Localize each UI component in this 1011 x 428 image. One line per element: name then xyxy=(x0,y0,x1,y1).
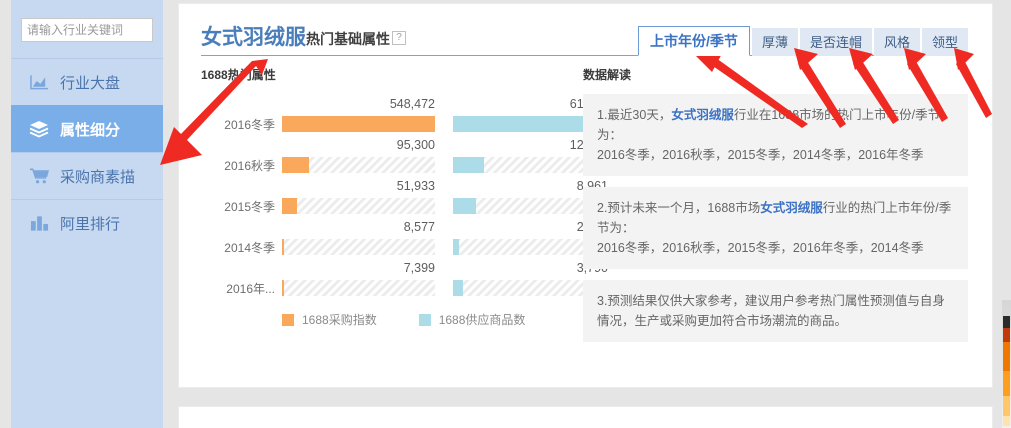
page-title: 女式羽绒服热门基础属性 xyxy=(201,21,390,51)
area-chart-icon xyxy=(28,72,50,92)
bar-track xyxy=(282,198,435,214)
note-lead: 1.最近30天， xyxy=(597,108,672,122)
legend-item-purchase-index: 1688采购指数 xyxy=(282,311,377,328)
sidebar-item-buyer-profile[interactable]: 采购商素描 xyxy=(11,152,163,199)
note-lead: 3.预测结果仅供大家参考，建议用户参考热门属性预测值与自身情况，生产或采购更加符… xyxy=(597,294,945,328)
row-label: 2015冬季 xyxy=(224,200,275,214)
note-keyword[interactable]: 女式羽绒服 xyxy=(671,108,734,122)
note-mid: 行业的热门上市年份/季节为： xyxy=(597,201,952,235)
bar-track xyxy=(453,280,608,296)
sidebar-item-label: 属性细分 xyxy=(60,121,121,139)
search-box[interactable] xyxy=(21,18,209,42)
note-keyword[interactable]: 女式羽绒服 xyxy=(760,201,823,215)
shopping-cart-icon xyxy=(28,166,50,186)
bar-track xyxy=(453,116,608,132)
legend-label: 1688采购指数 xyxy=(302,313,377,327)
layers-icon xyxy=(28,119,50,139)
title-divider xyxy=(201,55,970,56)
row-bars: 8,577 2,312 xyxy=(282,220,608,261)
sidebar-item-label: 行业大盘 xyxy=(60,74,121,92)
row-label: 2014冬季 xyxy=(224,241,275,255)
bar-value: 7,399 xyxy=(403,261,435,275)
chart-row: 2016年... 7,399 3,790 xyxy=(201,261,608,302)
bar-track xyxy=(282,157,435,173)
panel-header: 女式羽绒服热门基础属性 ? 上市年份/季节 厚薄 是否连帽 风格 领型 xyxy=(179,4,992,57)
chart-legend: 1688采购指数 1688供应商品数 xyxy=(282,311,571,328)
bar-fill xyxy=(282,198,297,214)
bar-value: 51,933 xyxy=(396,179,435,193)
bar-track xyxy=(453,198,608,214)
tab-collar-type[interactable]: 领型 xyxy=(921,28,968,56)
analysis-title: 数据解读 xyxy=(583,68,632,82)
bar-value: 8,577 xyxy=(403,220,435,234)
legend-label: 1688供应商品数 xyxy=(438,313,526,327)
page-title-keyword: 女式羽绒服 xyxy=(201,26,306,49)
tab-thickness[interactable]: 厚薄 xyxy=(751,28,798,56)
bar-fill xyxy=(453,198,476,214)
search-area xyxy=(11,0,209,58)
chart-row: 2016冬季 548,472 61,556 xyxy=(201,97,608,138)
tab-style[interactable]: 风格 xyxy=(873,28,920,56)
main-panel: 女式羽绒服热门基础属性 ? 上市年份/季节 厚薄 是否连帽 风格 领型 1688… xyxy=(178,3,993,388)
chart-row: 2014冬季 8,577 2,312 xyxy=(201,220,608,261)
tab-launch-year-season[interactable]: 上市年份/季节 xyxy=(638,26,750,56)
page-title-suffix: 热门基础属性 xyxy=(306,31,390,47)
chart-panel: 1688热门属性 2016冬季 548,472 61,556 xyxy=(201,66,608,328)
search-input[interactable] xyxy=(22,19,184,41)
row-label: 2016秋季 xyxy=(224,159,275,173)
note-tail: 2016冬季，2016秋季，2015冬季，2016年冬季，2014冬季 xyxy=(597,241,924,255)
bar-fill xyxy=(282,116,435,132)
row-bars: 548,472 61,556 xyxy=(282,97,608,138)
legend-item-supply-count: 1688供应商品数 xyxy=(418,311,526,328)
bar-value: 548,472 xyxy=(389,97,435,111)
legend-swatch xyxy=(282,313,294,326)
analysis-note: 1.最近30天，女式羽绒服行业在1688市场的热门上市年份/季节为： 2016冬… xyxy=(583,94,968,176)
tab-hooded[interactable]: 是否连帽 xyxy=(799,28,872,56)
bar-fill xyxy=(282,157,309,173)
secondary-panel xyxy=(178,406,993,428)
sidebar: 行业大盘 属性细分 采购商素描 xyxy=(11,0,209,428)
bar-fill xyxy=(282,239,285,255)
chart-title: 1688热门属性 xyxy=(201,68,276,82)
chart-row: 2016秋季 95,300 12,375 xyxy=(201,138,608,179)
bar-fill xyxy=(282,280,285,296)
bar-track xyxy=(282,116,435,132)
sidebar-item-label: 阿里排行 xyxy=(60,215,121,233)
tab-bar: 上市年份/季节 厚薄 是否连帽 风格 领型 xyxy=(638,26,970,56)
analysis-panel: 数据解读 1.最近30天，女式羽绒服行业在1688市场的热门上市年份/季节为： … xyxy=(583,66,968,342)
row-bars: 95,300 12,375 xyxy=(282,138,608,179)
note-tail: 2016冬季，2016秋季，2015冬季，2014冬季，2016年冬季 xyxy=(597,148,924,162)
scrollbar-thumb[interactable] xyxy=(1003,316,1010,426)
bar-fill xyxy=(453,116,608,132)
legend-swatch xyxy=(418,313,431,326)
row-bars: 51,933 8,961 xyxy=(282,179,608,220)
sidebar-item-label: 采购商素描 xyxy=(60,168,136,186)
sidebar-item-industry-overview[interactable]: 行业大盘 xyxy=(11,58,163,105)
analysis-note: 3.预测结果仅供大家参考，建议用户参考热门属性预测值与自身情况，生产或采购更加符… xyxy=(583,280,968,342)
analysis-note: 2.预计未来一个月，1688市场女式羽绒服行业的热门上市年份/季节为： 2016… xyxy=(583,187,968,269)
bar-chart-icon xyxy=(28,213,50,233)
bar-track xyxy=(282,239,435,255)
note-lead: 2.预计未来一个月，1688市场 xyxy=(597,201,761,215)
chart-rows: 2016冬季 548,472 61,556 xyxy=(201,97,608,302)
bar-fill xyxy=(453,239,459,255)
bar-track xyxy=(453,157,608,173)
sidebar-item-attribute-breakdown[interactable]: 属性细分 xyxy=(11,105,163,152)
chart-row: 2015冬季 51,933 8,961 xyxy=(201,179,608,220)
bar-value: 95,300 xyxy=(396,138,435,152)
row-label: 2016年... xyxy=(226,282,275,296)
bar-track xyxy=(453,239,608,255)
bar-fill xyxy=(453,280,463,296)
sidebar-item-ali-ranking[interactable]: 阿里排行 xyxy=(11,199,163,246)
row-bars: 7,399 3,790 xyxy=(282,261,608,302)
help-icon[interactable]: ? xyxy=(392,31,406,45)
row-label: 2016冬季 xyxy=(224,118,275,132)
bar-track xyxy=(282,280,435,296)
bar-fill xyxy=(453,157,485,173)
